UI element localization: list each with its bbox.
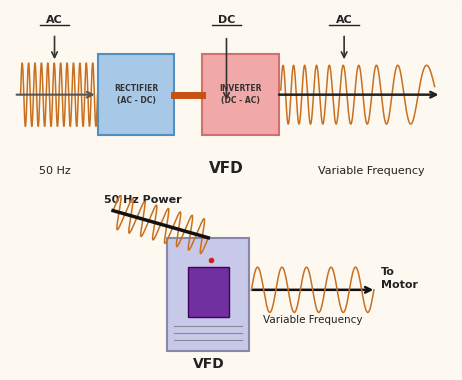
Text: Variable Frequency: Variable Frequency [263, 315, 362, 325]
Text: 50 Hz: 50 Hz [39, 166, 70, 176]
FancyBboxPatch shape [2, 2, 460, 187]
Text: VFD: VFD [209, 161, 244, 176]
Text: AC: AC [336, 14, 353, 25]
Text: INVERTER
(DC - AC): INVERTER (DC - AC) [219, 84, 261, 105]
Text: AC: AC [46, 14, 63, 25]
FancyBboxPatch shape [97, 54, 175, 135]
FancyBboxPatch shape [188, 267, 229, 317]
Text: Variable Frequency: Variable Frequency [318, 166, 425, 176]
Text: To
Motor: To Motor [381, 267, 418, 290]
Text: 50 Hz Power: 50 Hz Power [104, 195, 182, 205]
FancyBboxPatch shape [168, 238, 249, 351]
Text: RECTIFIER
(AC - DC): RECTIFIER (AC - DC) [114, 84, 158, 105]
FancyBboxPatch shape [201, 54, 279, 135]
Text: VFD: VFD [193, 357, 224, 371]
Text: DC: DC [218, 14, 235, 25]
